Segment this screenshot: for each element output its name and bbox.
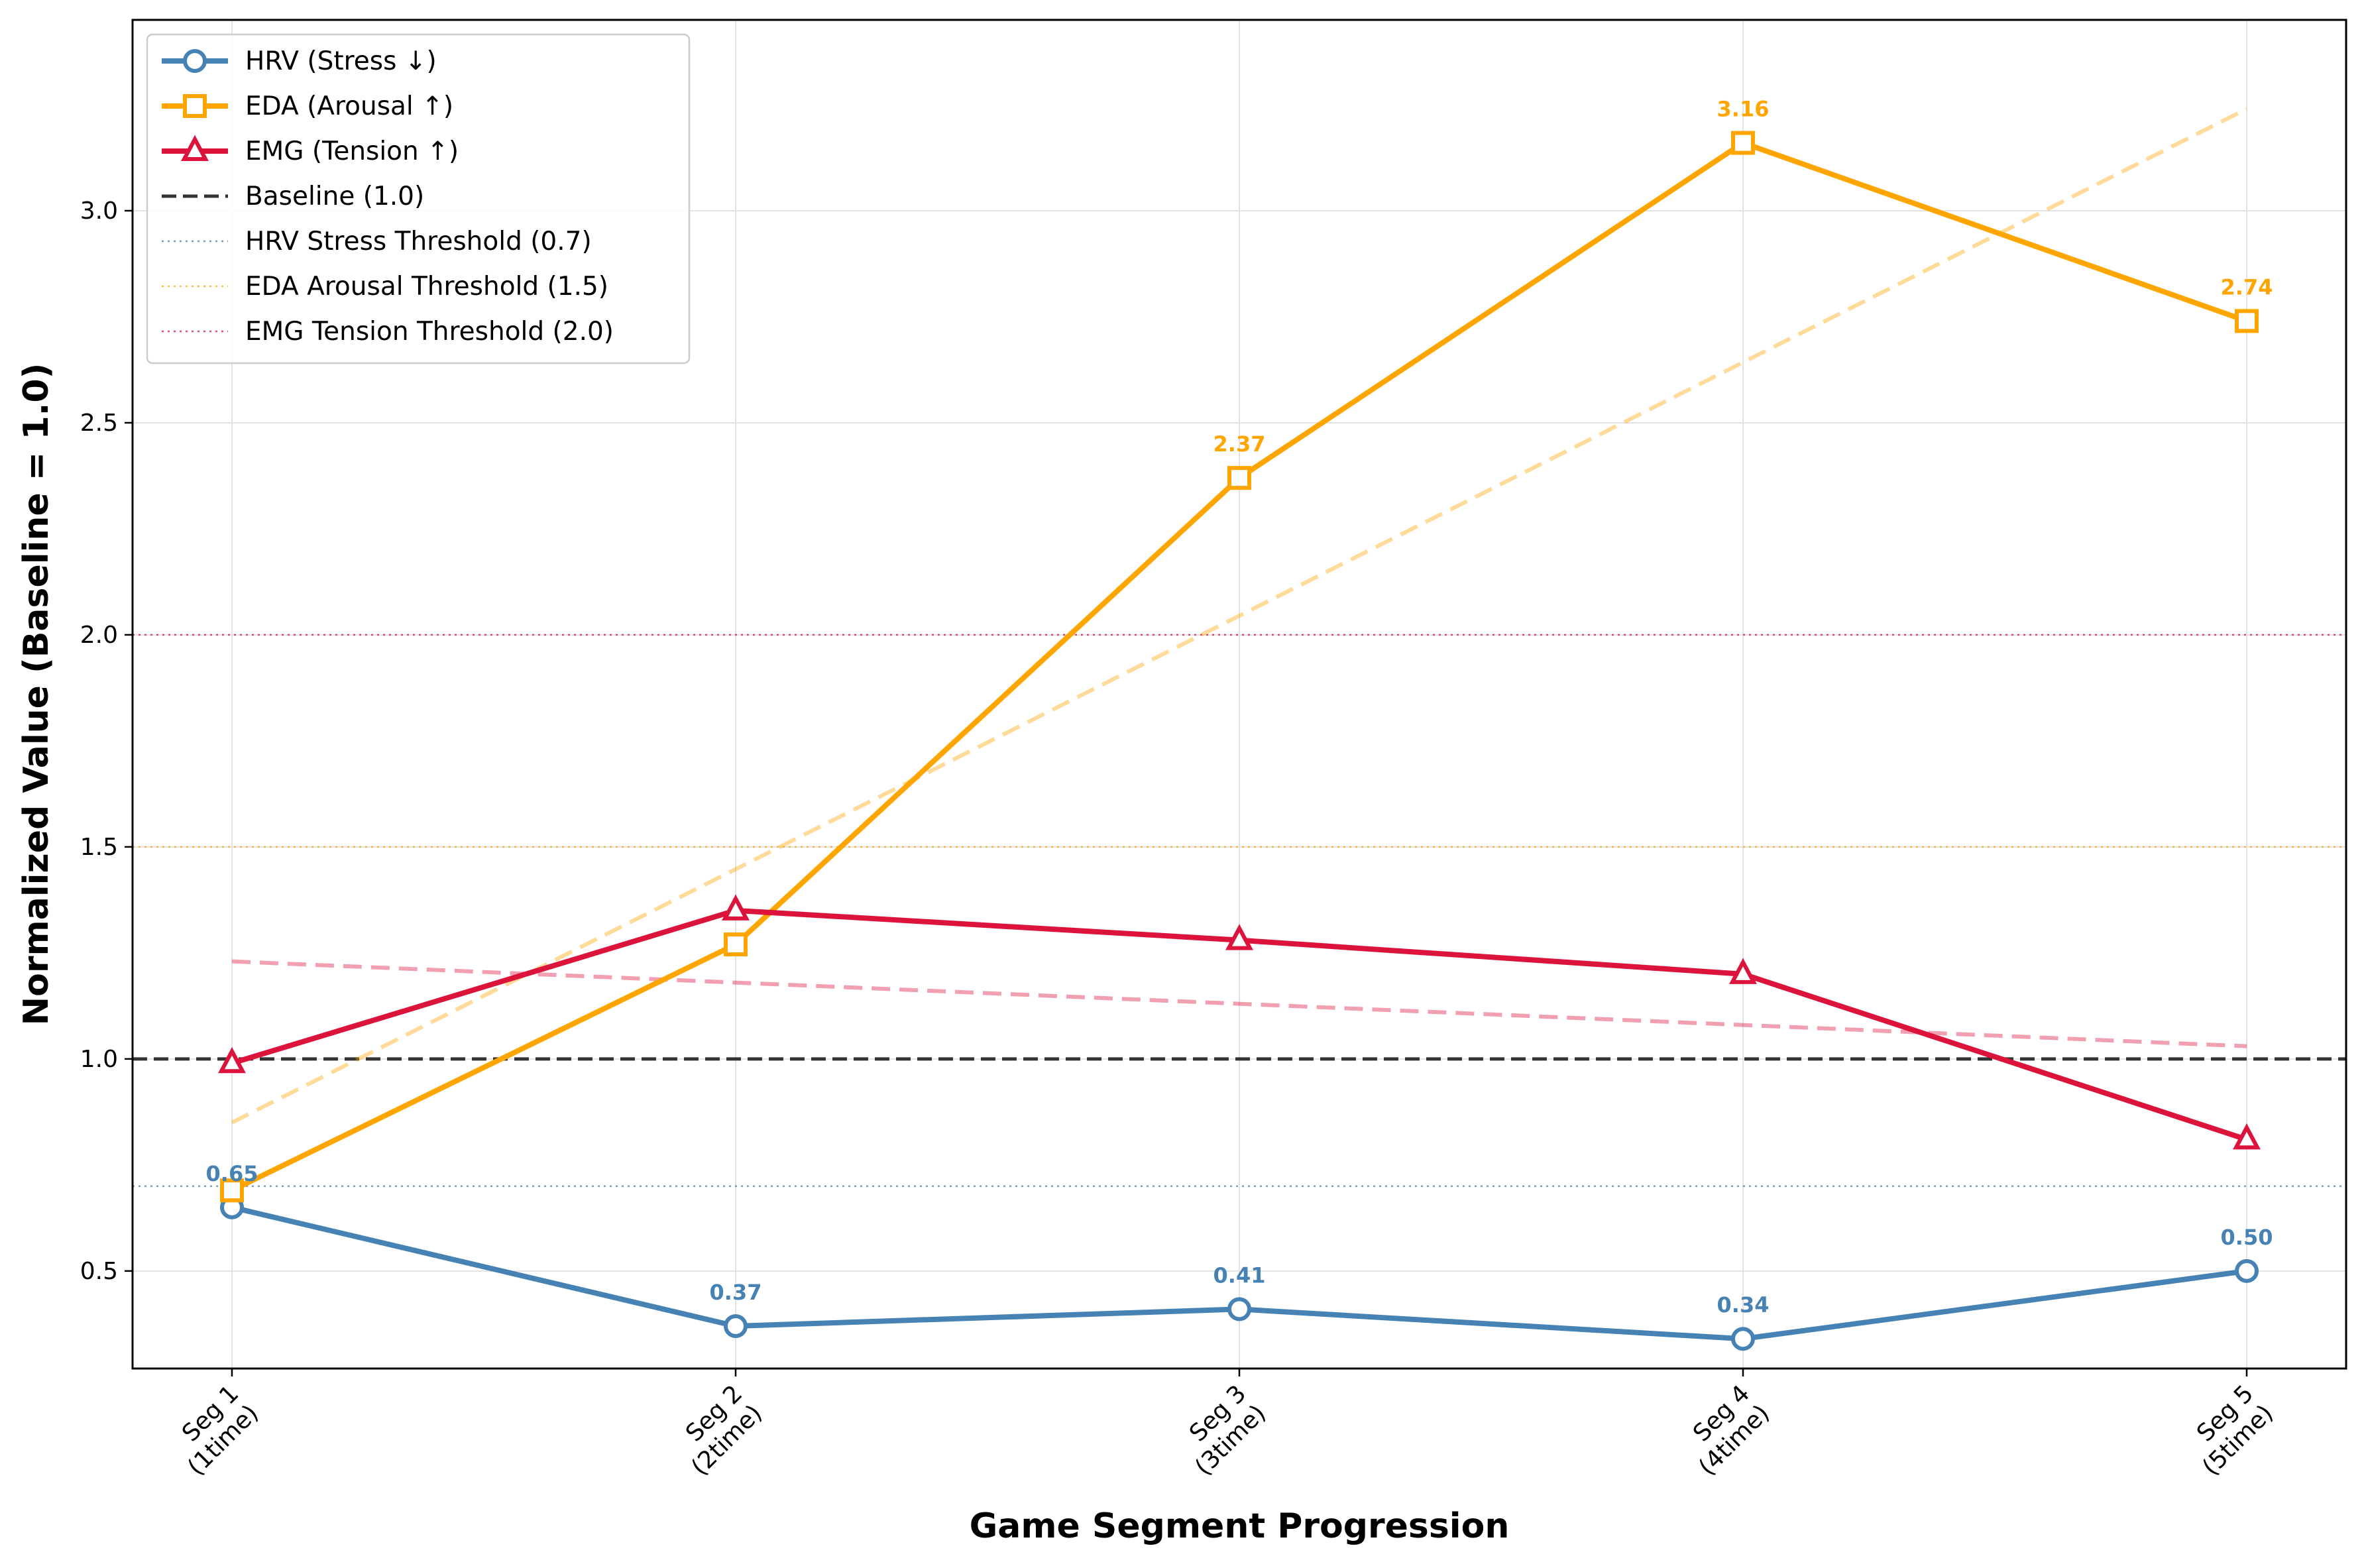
data-labels: 0.65 0.37 0.41 0.34 0.50 2.37 3.16 2.74 [206, 97, 2273, 1318]
eda-data-label: 3.16 [1717, 97, 1770, 122]
y-tick-label: 3.0 [80, 197, 118, 225]
legend: HRV (Stress ↓) EDA (Arousal ↑) EMG (Tensio… [146, 33, 691, 364]
emg-point [218, 1046, 246, 1074]
legend-label: EDA Arousal Threshold (1.5) [245, 272, 608, 302]
eda-point [1227, 466, 1251, 490]
y-tick-label: 0.5 [80, 1258, 118, 1285]
emg-point [1225, 924, 1253, 950]
legend-label: EMG Tension Threshold (2.0) [245, 317, 614, 347]
y-tick-label: 1.5 [80, 834, 118, 861]
y-tick-label: 1.0 [80, 1046, 118, 1073]
legend-marker [181, 135, 209, 161]
hrv-point [1731, 1327, 1755, 1351]
emg-point [1729, 958, 1757, 984]
hrv-data-label: 0.41 [1213, 1262, 1266, 1288]
trend-lines [231, 107, 2248, 1125]
legend-box [146, 33, 691, 364]
series-lines [218, 131, 2261, 1351]
legend-label: Baseline (1.0) [245, 182, 424, 211]
legend-label: EDA (Arousal ↑) [245, 91, 453, 121]
hrv-data-label: 0.65 [206, 1161, 258, 1186]
hrv-point [724, 1314, 748, 1339]
hrv-data-label: 0.37 [710, 1280, 762, 1305]
y-axis-title: Normalized Value (Baseline = 1.0) [17, 363, 56, 1026]
eda-point [1731, 131, 1755, 155]
x-axis-title: Game Segment Progression [970, 1506, 1510, 1546]
eda-point [220, 1178, 244, 1203]
legend-label: HRV Stress Threshold (0.7) [245, 227, 592, 256]
emg-point [722, 894, 750, 921]
legend-label: EMG (Tension ↑) [245, 137, 459, 166]
eda-data-label: 2.74 [2221, 274, 2273, 300]
hrv-point [2235, 1259, 2259, 1283]
hrv-data-label: 0.50 [2221, 1225, 2273, 1250]
legend-label: HRV (Stress ↓) [245, 46, 437, 76]
trend-line [231, 107, 2248, 1125]
legend-marker [183, 94, 207, 118]
trend-line [231, 959, 2247, 1048]
eda-point [724, 932, 748, 957]
hrv-point [1227, 1297, 1251, 1321]
legend-marker [183, 49, 207, 73]
emg-point [2233, 1123, 2261, 1150]
y-tick-label: 2.5 [80, 410, 118, 437]
eda-point [2235, 309, 2259, 333]
hrv-data-label: 0.34 [1717, 1292, 1770, 1317]
y-tick-label: 2.0 [80, 622, 118, 649]
eda-data-label: 2.37 [1213, 431, 1266, 457]
